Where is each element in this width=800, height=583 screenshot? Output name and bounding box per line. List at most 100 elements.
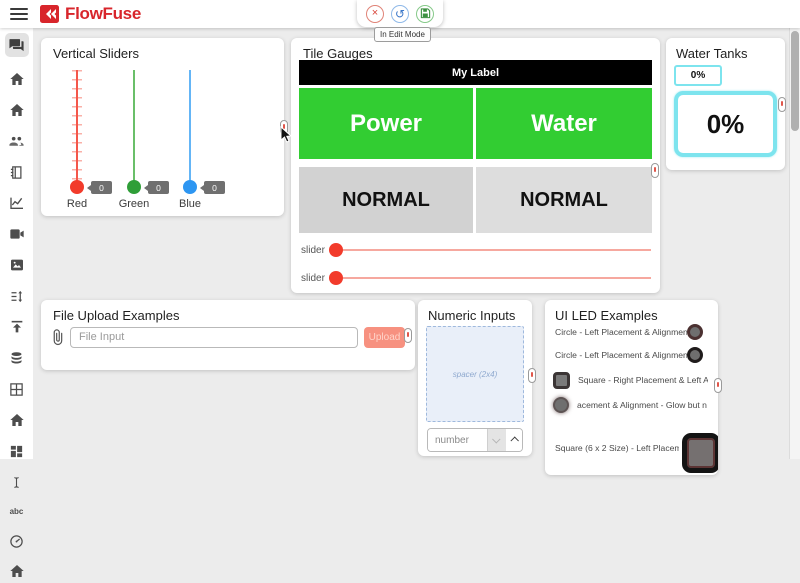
close-icon: × [371, 7, 379, 19]
card-vertical-sliders: Vertical Sliders 0 Red 0 Green 0 Blue [41, 38, 284, 216]
led-square-icon [553, 371, 570, 389]
blue-slider-label: Blue [178, 198, 202, 210]
sidebar-item-upload[interactable] [5, 315, 29, 339]
card-water-tanks: Water Tanks 0% 0% [666, 38, 785, 170]
increment-button[interactable] [506, 429, 522, 451]
sidebar-item-chart[interactable] [5, 191, 29, 215]
resize-handle[interactable] [714, 378, 722, 393]
undo-button[interactable]: ↺ [391, 4, 409, 23]
edit-mode-toolbar: × ↺ [357, 0, 443, 27]
led-row-1: Circle - Left Placement & Alignment - Bo… [545, 322, 718, 342]
blue-slider-value: 0 [200, 181, 225, 194]
video-icon [9, 229, 24, 239]
sidebar-item-database[interactable] [5, 346, 29, 370]
scrollbar-thumb[interactable] [791, 31, 799, 131]
number-input-group [427, 428, 523, 452]
sidebar-item-abc[interactable]: abc [5, 499, 29, 523]
tile-text: Water [531, 109, 597, 137]
flowfuse-logo-icon [40, 5, 59, 23]
decrement-button[interactable] [487, 429, 506, 451]
tile-text: NORMAL [342, 188, 430, 211]
red-slider-thumb[interactable] [70, 180, 84, 194]
resize-handle[interactable] [404, 328, 412, 343]
horizontal-slider-2[interactable] [329, 270, 653, 286]
blue-slider-track[interactable]: 0 [162, 70, 225, 195]
resize-handle[interactable] [651, 163, 659, 178]
sidebar-item-table[interactable] [5, 377, 29, 401]
blue-slider-thumb[interactable] [183, 180, 197, 194]
app-title: FlowFuse [65, 4, 141, 23]
red-slider-track[interactable]: 0 [49, 70, 112, 195]
menu-icon[interactable] [10, 7, 28, 21]
gauge-icon [10, 534, 23, 548]
page-sidebar: abc [0, 28, 33, 577]
home-icon [9, 565, 24, 577]
green-slider-track[interactable]: 0 [106, 70, 169, 195]
sidebar-item-gauge[interactable] [5, 529, 29, 553]
number-input[interactable] [428, 429, 487, 451]
led-label: Square (6 x 2 Size) - Left Placement & [555, 443, 679, 453]
tile-normal-right: NORMAL [476, 167, 652, 233]
sidebar-item-home-3[interactable] [5, 408, 29, 432]
red-slider-label: Red [66, 198, 88, 210]
tile-text: Power [349, 109, 423, 137]
sidebar-item-forum[interactable] [4, 33, 29, 57]
card-file-upload: File Upload Examples Upload [41, 300, 415, 370]
horizontal-slider-1[interactable] [329, 242, 653, 258]
led-label: Square - Right Placement & Left Alignmen… [578, 375, 708, 385]
resize-handle[interactable] [528, 368, 536, 383]
led-big-square-icon [682, 433, 718, 473]
slider-thumb[interactable] [329, 271, 343, 285]
slider-track [329, 249, 651, 251]
green-slider-thumb[interactable] [127, 180, 141, 194]
sidebar-item-home-2[interactable] [5, 98, 29, 122]
save-button[interactable] [416, 4, 434, 23]
sidebar-item-notebook[interactable] [5, 160, 29, 184]
green-slider-value: 0 [144, 181, 169, 194]
table-icon [10, 382, 23, 396]
upload-button[interactable]: Upload [364, 326, 405, 348]
tile-header-label: My Label [299, 60, 652, 85]
discard-button[interactable]: × [366, 4, 384, 23]
tile-slider-row-2: slider [301, 270, 653, 286]
file-input[interactable] [70, 326, 358, 348]
led-row-5: Square (6 x 2 Size) - Left Placement & [545, 438, 718, 458]
sidebar-item-text-cursor[interactable] [5, 470, 29, 494]
spacer-label: spacer (2x4) [452, 369, 498, 379]
database-icon [11, 351, 22, 363]
tile-text: NORMAL [520, 188, 608, 211]
card-ui-led: UI LED Examples Circle - Left Placement … [545, 300, 718, 475]
forum-icon [9, 38, 24, 51]
slider-vertical-icon [11, 290, 23, 302]
slider-label: slider [301, 272, 325, 284]
paperclip-icon [53, 328, 63, 345]
sidebar-item-home-1[interactable] [5, 67, 29, 91]
sidebar-item-video[interactable] [5, 222, 29, 246]
sidebar-item-dashboard[interactable] [5, 439, 29, 463]
resize-handle[interactable] [280, 120, 288, 135]
slider-track [329, 277, 651, 279]
water-tank-small-gauge: 0% [674, 65, 722, 86]
resize-handle[interactable] [778, 97, 786, 112]
home-icon [9, 73, 24, 85]
sidebar-item-home-4[interactable] [5, 559, 29, 583]
slider-thumb[interactable] [329, 243, 343, 257]
red-slider-value: 0 [87, 181, 112, 194]
people-icon [9, 136, 24, 146]
sidebar-item-people[interactable] [5, 129, 29, 153]
led-label: acement & Alignment - Glow but no Border [577, 400, 707, 410]
sidebar-item-image[interactable] [5, 253, 29, 277]
slider-track-line [76, 70, 78, 187]
slider-label: slider [301, 244, 325, 256]
card-title: Vertical Sliders [53, 46, 139, 61]
card-title: UI LED Examples [555, 308, 658, 323]
card-title: Tile Gauges [303, 46, 373, 61]
vertical-scrollbar[interactable] [789, 28, 800, 459]
sidebar-item-sliders[interactable] [5, 284, 29, 308]
edit-mode-tooltip: In Edit Mode [374, 27, 431, 42]
card-tile-gauges: Tile Gauges My Label Power Water NORMAL … [291, 38, 660, 293]
chart-line-icon [9, 197, 23, 209]
notebook-icon [10, 165, 22, 179]
led-circle-glow-icon [553, 397, 569, 413]
